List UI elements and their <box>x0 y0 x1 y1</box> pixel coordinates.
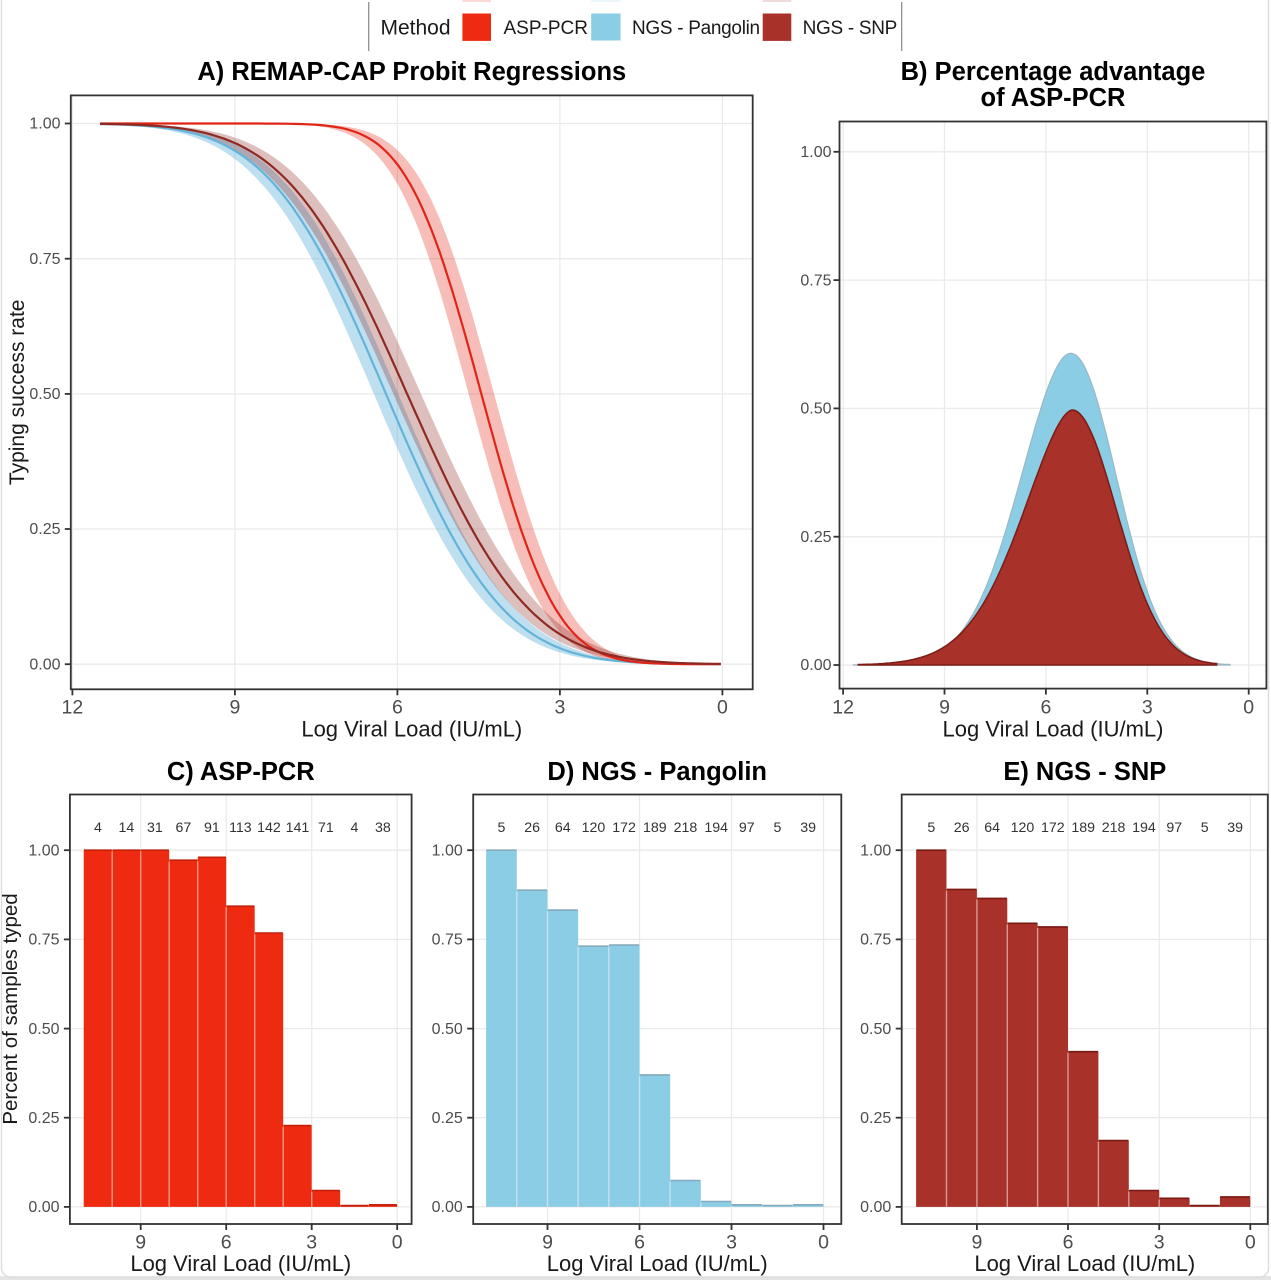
svg-text:26: 26 <box>954 820 970 836</box>
svg-text:0.00: 0.00 <box>432 1199 463 1216</box>
svg-text:3: 3 <box>306 1232 317 1254</box>
svg-text:0.25: 0.25 <box>29 521 60 538</box>
svg-text:6: 6 <box>634 1232 645 1254</box>
svg-text:0.75: 0.75 <box>29 251 60 268</box>
svg-text:194: 194 <box>1132 820 1156 836</box>
svg-text:4: 4 <box>350 820 358 836</box>
svg-text:38: 38 <box>375 820 391 836</box>
svg-text:0: 0 <box>717 697 728 719</box>
svg-text:5: 5 <box>927 820 935 836</box>
svg-text:6: 6 <box>1040 697 1051 719</box>
svg-text:189: 189 <box>1071 820 1095 836</box>
svg-text:142: 142 <box>257 820 281 836</box>
svg-text:1.00: 1.00 <box>860 842 891 859</box>
svg-text:1.00: 1.00 <box>800 144 831 161</box>
svg-text:0.25: 0.25 <box>28 1110 59 1127</box>
svg-text:9: 9 <box>542 1232 553 1254</box>
svg-text:0: 0 <box>1243 697 1254 719</box>
svg-text:0.25: 0.25 <box>860 1110 891 1127</box>
svg-text:of ASP-PCR: of ASP-PCR <box>981 84 1126 112</box>
svg-text:12: 12 <box>62 697 84 719</box>
svg-text:0.00: 0.00 <box>860 1199 891 1216</box>
svg-text:0: 0 <box>818 1232 829 1254</box>
svg-text:9: 9 <box>135 1232 146 1254</box>
svg-text:C) ASP-PCR: C) ASP-PCR <box>167 758 315 786</box>
svg-text:0.50: 0.50 <box>432 1021 463 1038</box>
svg-text:5: 5 <box>1201 820 1209 836</box>
svg-text:218: 218 <box>1102 820 1126 836</box>
svg-text:3: 3 <box>554 697 565 719</box>
svg-text:0.50: 0.50 <box>860 1021 891 1038</box>
svg-text:Log Viral Load (IU/mL): Log Viral Load (IU/mL) <box>974 1251 1195 1276</box>
svg-text:6: 6 <box>392 697 403 719</box>
svg-text:0.75: 0.75 <box>800 272 831 289</box>
svg-text:189: 189 <box>643 820 667 836</box>
svg-text:0.50: 0.50 <box>29 386 60 403</box>
svg-text:12: 12 <box>832 697 854 719</box>
svg-text:0.00: 0.00 <box>28 1199 59 1216</box>
svg-text:0.00: 0.00 <box>29 656 60 673</box>
svg-text:0.00: 0.00 <box>800 657 831 674</box>
svg-text:172: 172 <box>1041 820 1065 836</box>
svg-text:3: 3 <box>1154 1232 1165 1254</box>
svg-text:Percent of samples typed: Percent of samples typed <box>0 893 22 1124</box>
svg-text:3: 3 <box>726 1232 737 1254</box>
svg-text:172: 172 <box>612 820 636 836</box>
svg-text:71: 71 <box>318 820 334 836</box>
svg-text:9: 9 <box>229 697 240 719</box>
svg-text:120: 120 <box>1011 820 1035 836</box>
svg-text:97: 97 <box>1166 820 1182 836</box>
svg-text:ASP-PCR: ASP-PCR <box>504 18 588 39</box>
svg-text:6: 6 <box>1063 1232 1074 1254</box>
svg-text:39: 39 <box>800 820 816 836</box>
svg-text:Log Viral Load (IU/mL): Log Viral Load (IU/mL) <box>547 1251 768 1276</box>
svg-text:91: 91 <box>204 820 220 836</box>
svg-text:9: 9 <box>939 697 950 719</box>
svg-text:1.00: 1.00 <box>28 842 59 859</box>
svg-text:Log Viral Load (IU/mL): Log Viral Load (IU/mL) <box>301 717 522 742</box>
svg-text:9: 9 <box>971 1232 982 1254</box>
svg-text:31: 31 <box>147 820 163 836</box>
svg-text:0.25: 0.25 <box>432 1110 463 1127</box>
svg-text:Method: Method <box>381 17 451 40</box>
svg-text:1.00: 1.00 <box>432 842 463 859</box>
svg-text:5: 5 <box>498 820 506 836</box>
svg-text:64: 64 <box>984 820 1000 836</box>
svg-text:E) NGS - SNP: E) NGS - SNP <box>1003 758 1166 786</box>
svg-text:5: 5 <box>774 820 782 836</box>
svg-text:39: 39 <box>1227 820 1243 836</box>
svg-text:Typing success rate: Typing success rate <box>6 300 29 486</box>
svg-text:A) REMAP-CAP Probit Regression: A) REMAP-CAP Probit Regressions <box>197 58 626 86</box>
svg-text:64: 64 <box>555 820 571 836</box>
svg-text:141: 141 <box>286 820 310 836</box>
svg-text:0.75: 0.75 <box>432 932 463 949</box>
svg-text:Log Viral Load (IU/mL): Log Viral Load (IU/mL) <box>130 1251 351 1276</box>
svg-text:97: 97 <box>739 820 755 836</box>
svg-text:26: 26 <box>524 820 540 836</box>
svg-text:14: 14 <box>119 820 135 836</box>
svg-text:4: 4 <box>94 820 102 836</box>
svg-text:NGS - Pangolin: NGS - Pangolin <box>632 18 760 39</box>
svg-text:0.75: 0.75 <box>860 932 891 949</box>
svg-text:6: 6 <box>221 1232 232 1254</box>
svg-text:1.00: 1.00 <box>29 116 60 133</box>
svg-text:194: 194 <box>704 820 728 836</box>
svg-text:0.25: 0.25 <box>800 529 831 546</box>
svg-text:67: 67 <box>176 820 192 836</box>
svg-text:218: 218 <box>674 820 698 836</box>
svg-text:0.50: 0.50 <box>800 401 831 418</box>
svg-text:NGS - SNP: NGS - SNP <box>803 18 897 39</box>
svg-text:0.75: 0.75 <box>28 932 59 949</box>
svg-text:B) Percentage advantage: B) Percentage advantage <box>901 58 1206 86</box>
svg-text:113: 113 <box>229 820 252 836</box>
svg-text:D) NGS - Pangolin: D) NGS - Pangolin <box>547 758 767 786</box>
svg-text:0: 0 <box>1245 1232 1256 1254</box>
svg-text:3: 3 <box>1142 697 1153 719</box>
svg-text:Log Viral Load (IU/mL): Log Viral Load (IU/mL) <box>943 717 1164 742</box>
svg-text:120: 120 <box>582 820 606 836</box>
svg-text:0.50: 0.50 <box>28 1021 59 1038</box>
svg-text:0: 0 <box>392 1232 403 1254</box>
